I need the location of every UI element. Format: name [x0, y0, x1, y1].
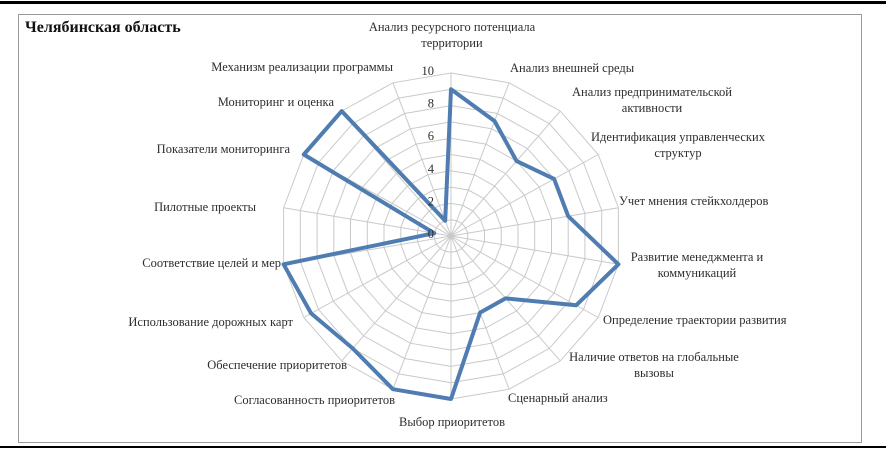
- axis-line: [450, 110, 561, 237]
- tick-label: 0: [428, 227, 434, 241]
- category-label: Выбор приоритетов: [399, 415, 505, 429]
- category-label: Развитие менеджмента и коммуникаций: [631, 250, 764, 280]
- axis-line: [450, 154, 599, 237]
- axis-line: [392, 235, 452, 390]
- category-label: Пилотные проекты: [154, 200, 257, 214]
- category-label: Учет мнения стейкхолдеров: [619, 194, 768, 208]
- category-label: Анализ внешней среды: [510, 61, 635, 75]
- axis-line: [450, 207, 619, 237]
- category-label: Механизм реализации программы: [211, 60, 393, 74]
- tick-label: 8: [428, 97, 434, 111]
- category-label: Идентификация управленческих структур: [591, 130, 766, 160]
- axis-line: [392, 82, 452, 237]
- axis-line: [303, 235, 452, 318]
- category-label: Определение траектории развития: [603, 313, 787, 327]
- table-border-bottom: [0, 446, 886, 448]
- chart-frame: [18, 14, 862, 443]
- table-border-top: [0, 1, 886, 4]
- category-label: Согласованность приоритетов: [234, 393, 395, 407]
- category-label: Анализ предпринимательской активности: [572, 85, 732, 115]
- axis-line: [341, 235, 452, 362]
- category-label: Наличие ответов на глобальные вызовы: [569, 350, 739, 380]
- category-label: Соответствие целей и мер: [142, 256, 281, 270]
- category-label: Мониторинг и оценка: [218, 95, 335, 109]
- tick-label: 2: [428, 194, 434, 208]
- chart-title: Челябинская область: [25, 19, 181, 36]
- axis-line: [450, 82, 510, 237]
- axis-line: [283, 207, 452, 237]
- tick-label: 6: [428, 129, 434, 143]
- category-label: Сценарный анализ: [508, 391, 608, 405]
- category-label: Показатели мониторинга: [157, 142, 291, 156]
- tick-label: 4: [428, 162, 435, 176]
- data-series-line: [281, 87, 621, 401]
- axis-line: [450, 235, 619, 265]
- category-label: Использование дорожных карт: [128, 315, 293, 329]
- category-label: Анализ ресурсного потенциала территории: [369, 20, 536, 50]
- tick-label: 10: [422, 64, 435, 78]
- category-label: Обеспечение приоритетов: [207, 358, 347, 372]
